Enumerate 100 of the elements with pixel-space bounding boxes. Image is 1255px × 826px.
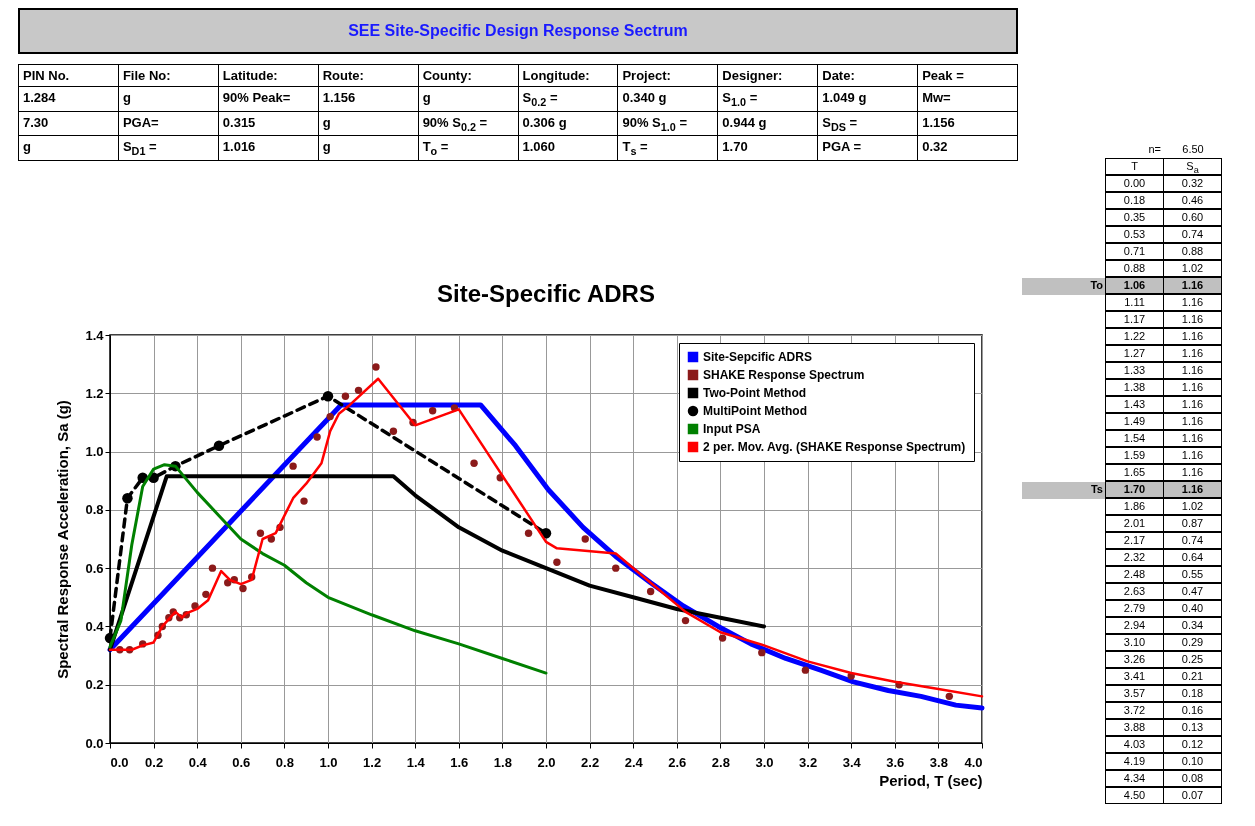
text: 1.16: [1163, 277, 1222, 294]
y-axis-title: Spectral Response Acceleration, Sa (g): [54, 400, 72, 679]
y-tick-label: 1.0: [85, 444, 104, 460]
x-tick-label: 2.4: [624, 754, 644, 770]
text: S$_{0.2}$ =: [518, 87, 619, 112]
text: 1.16: [1163, 311, 1222, 328]
text: 0.00: [1105, 175, 1164, 192]
text: 1.65: [1105, 464, 1164, 481]
text: 90% S$_{1.0}$ =: [618, 111, 719, 137]
text: 1.38: [1105, 379, 1164, 396]
text: 0.46: [1163, 192, 1222, 209]
x-tick-label: 1.4: [406, 754, 426, 770]
text: Route:: [318, 65, 419, 87]
text: 3.88: [1105, 719, 1164, 736]
x-tick-label: 3.4: [842, 754, 862, 770]
text: 0.07: [1163, 787, 1222, 804]
text: n=: [1147, 142, 1162, 157]
text: Latitude:: [218, 65, 319, 87]
text: Peak =: [918, 65, 1019, 87]
text: 2.01: [1105, 515, 1164, 532]
x-tick-label: 3.8: [929, 754, 948, 770]
y-tick-label: 0.2: [85, 677, 104, 693]
legend-label: MultiPoint Method: [703, 404, 807, 418]
x-tick-label: 2.8: [711, 754, 730, 770]
text: 0.18: [1105, 192, 1164, 209]
text: 1.49: [1105, 413, 1164, 430]
text: 0.35: [1105, 209, 1164, 226]
legend-label: Site-Sepcific ADRS: [703, 350, 812, 364]
text: 0.944 g: [718, 111, 819, 137]
text: 0.340 g: [618, 87, 719, 112]
text: 1.16: [1163, 328, 1222, 345]
text: Designer:: [718, 65, 819, 87]
text: 4.19: [1105, 753, 1164, 770]
y-tick-label: 1.4: [85, 327, 105, 343]
text: 1.060: [518, 136, 619, 161]
text: Ts: [1022, 482, 1106, 499]
text: 2.48: [1105, 566, 1164, 583]
text: 0.32: [918, 136, 1019, 161]
text: 0.64: [1163, 549, 1222, 566]
text: 1.22: [1105, 328, 1164, 345]
x-tick-label: 2.2: [581, 754, 600, 770]
text: 0.71: [1105, 243, 1164, 260]
text: 1.156: [318, 87, 419, 112]
text: PGA =: [818, 136, 919, 161]
text: 0.88: [1105, 260, 1164, 277]
x-tick-label: 4.0: [964, 754, 983, 770]
text: File No:: [118, 65, 219, 87]
text: 0.32: [1163, 175, 1222, 192]
text: S$_{a}$: [1163, 158, 1222, 176]
text: 1.16: [1163, 413, 1222, 430]
x-tick-label: 2.6: [668, 754, 687, 770]
x-tick-label: 2.0: [537, 754, 556, 770]
text: 0.18: [1163, 685, 1222, 702]
x-tick-label: 0.4: [188, 754, 208, 770]
text: 1.16: [1163, 294, 1222, 311]
x-tick-label: 1.8: [493, 754, 512, 770]
text: 1.02: [1163, 498, 1222, 515]
text: 1.70: [1105, 481, 1164, 498]
y-tick-label: 0.4: [85, 618, 105, 634]
y-tick-label: 1.2: [85, 385, 104, 401]
x-tick-label: 3.2: [799, 754, 818, 770]
text: g: [318, 136, 419, 161]
text: 1.17: [1105, 311, 1164, 328]
text: T: [1105, 158, 1164, 175]
text: T$_{o}$ =: [418, 136, 519, 161]
text: 1.16: [1163, 481, 1222, 498]
legend-label: SHAKE Response Spectrum: [703, 368, 865, 382]
text: Mw=: [918, 87, 1019, 112]
text: 2.63: [1105, 583, 1164, 600]
text: 0.53: [1105, 226, 1164, 243]
y-tick-label: 0.8: [85, 502, 104, 518]
legend-label: Input PSA: [703, 422, 761, 436]
text: 0.40: [1163, 600, 1222, 617]
text: PIN No.: [19, 65, 119, 87]
text: 0.306 g: [518, 111, 619, 137]
text: 0.16: [1163, 702, 1222, 719]
x-axis-title: Period, T (sec): [879, 771, 983, 789]
legend-label: Two-Point Method: [703, 386, 807, 400]
text: 0.29: [1163, 634, 1222, 651]
text: 0.10: [1163, 753, 1222, 770]
text: PGA=: [118, 111, 219, 137]
text: 0.74: [1163, 532, 1222, 549]
text: 1.16: [1163, 345, 1222, 362]
text: g: [118, 87, 219, 112]
y-tick-label: 0.0: [85, 735, 104, 751]
text: 1.27: [1105, 345, 1164, 362]
x-tick-label: 3.6: [886, 754, 905, 770]
text: 0.60: [1163, 209, 1222, 226]
text: 1.11: [1105, 294, 1164, 311]
text: 90% Peak=: [218, 87, 319, 112]
text: 1.16: [1163, 464, 1222, 481]
text: 3.72: [1105, 702, 1164, 719]
text: g: [418, 87, 519, 112]
text: S$_{D1}$ =: [118, 136, 219, 161]
text: 3.41: [1105, 668, 1164, 685]
text: 1.016: [218, 136, 319, 161]
text: 4.34: [1105, 770, 1164, 787]
text: 0.08: [1163, 770, 1222, 787]
text: 2.32: [1105, 549, 1164, 566]
chart-title: Site-Specific ADRS: [437, 280, 655, 307]
